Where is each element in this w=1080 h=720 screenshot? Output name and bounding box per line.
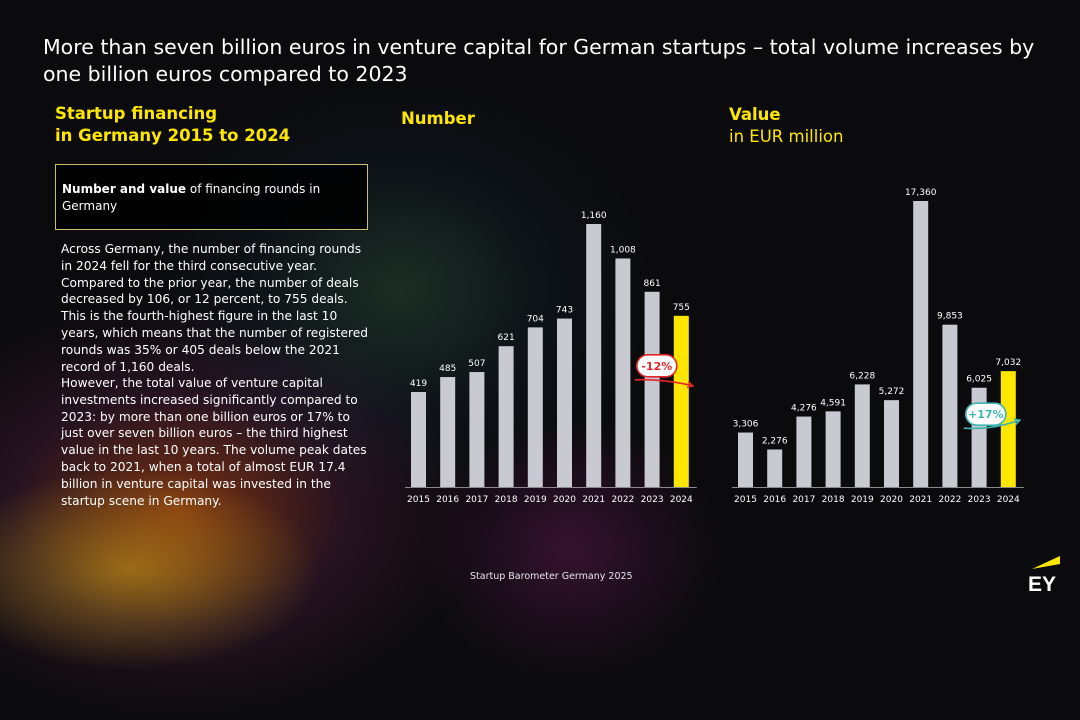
number-tick-2020: 2020: [553, 495, 576, 505]
value-value-label-2020: 5,272: [879, 387, 905, 397]
value-value-label-2022: 9,853: [937, 312, 963, 322]
number-change-arrowhead-icon: [686, 381, 695, 389]
value-value-label-2019: 6,228: [849, 371, 875, 381]
startup-heading-line2: in Germany 2015 to 2024: [55, 126, 291, 145]
value-tick-2020: 2020: [880, 495, 903, 505]
number-value-label-2022: 1,008: [610, 245, 636, 255]
startup-financing-heading: Startup financing in Germany 2015 to 202…: [55, 103, 290, 147]
number-bar-2022: [615, 258, 631, 487]
ey-logo-text: EY: [1028, 573, 1056, 593]
value-change-badge: [964, 402, 1007, 426]
number-value-label-2019: 704: [527, 314, 544, 324]
number-change-text: -12%: [641, 360, 672, 373]
value-tick-2024: 2024: [997, 495, 1020, 505]
number-chart-title: Number: [401, 109, 475, 128]
number-value-label-2023: 861: [644, 279, 661, 289]
value-value-label-2021: 17,360: [905, 188, 937, 198]
number-bar-2020: [557, 318, 572, 487]
value-value-label-2017: 4,276: [791, 404, 817, 414]
info-box-text: of financing rounds in Germany: [62, 182, 321, 213]
number-change-badge: [635, 354, 678, 378]
ey-logo-beam-icon: [1032, 556, 1060, 569]
value-bar-2015: [738, 432, 753, 487]
number-change-arrow: [634, 378, 693, 387]
value-bar-2022: [942, 324, 958, 487]
number-bar-2023: [644, 291, 660, 487]
value-tick-2019: 2019: [851, 495, 874, 505]
number-bar-2015: [411, 392, 426, 487]
value-chart-heading: Value in EUR million: [729, 104, 843, 148]
number-bar-2016: [440, 377, 456, 487]
value-bar-2017: [796, 416, 812, 487]
ey-logo: EY: [1028, 556, 1060, 593]
value-tick-2023: 2023: [968, 495, 991, 505]
number-value-label-2015: 419: [410, 379, 427, 389]
number-bar-2019: [527, 327, 543, 487]
value-tick-2016: 2016: [763, 495, 786, 505]
value-chart-subtitle: in EUR million: [729, 127, 844, 146]
number-bar-2018: [498, 346, 514, 487]
paragraph-value: However, the total value of venture capi…: [61, 376, 367, 508]
value-bar-2024: [1000, 371, 1016, 487]
startup-heading-line1: Startup financing: [55, 104, 218, 123]
number-tick-2015: 2015: [407, 495, 430, 505]
value-value-label-2018: 4,591: [820, 398, 846, 408]
number-bar-2024: [673, 315, 689, 487]
footer-source: Startup Barometer Germany 2025: [470, 571, 633, 582]
value-change-arrowhead-icon: [1013, 418, 1022, 426]
number-tick-2016: 2016: [436, 495, 459, 505]
value-tick-2021: 2021: [909, 495, 932, 505]
number-tick-2019: 2019: [524, 495, 547, 505]
number-tick-2021: 2021: [582, 495, 605, 505]
value-change-arrow: [963, 419, 1021, 430]
value-bar-2016: [767, 449, 783, 487]
info-box: Number and value of financing rounds in …: [55, 164, 368, 230]
number-value-label-2020: 743: [556, 306, 573, 316]
value-bar-2020: [884, 400, 899, 487]
number-bar-2017: [469, 372, 485, 487]
number-value-label-2021: 1,160: [581, 211, 607, 221]
value-value-label-2015: 3,306: [733, 420, 759, 430]
number-bar-2021: [586, 224, 602, 487]
number-value-label-2024: 755: [673, 303, 690, 313]
value-tick-2015: 2015: [734, 495, 757, 505]
info-box-bold: Number and value: [62, 182, 187, 196]
number-value-label-2016: 485: [439, 364, 456, 374]
number-tick-2022: 2022: [611, 495, 634, 505]
number-chart-heading: Number: [401, 108, 475, 130]
number-tick-2018: 2018: [495, 495, 518, 505]
paragraph-number: Across Germany, the number of financing …: [61, 242, 368, 374]
value-tick-2017: 2017: [792, 495, 815, 505]
number-value-label-2018: 621: [498, 333, 515, 343]
value-value-label-2023: 6,025: [966, 375, 992, 385]
value-value-label-2016: 2,276: [762, 437, 788, 447]
value-tick-2018: 2018: [822, 495, 845, 505]
value-bar-2019: [854, 384, 870, 487]
number-value-label-2017: 507: [468, 359, 485, 369]
number-tick-2024: 2024: [670, 495, 693, 505]
number-tick-2023: 2023: [641, 495, 664, 505]
value-tick-2022: 2022: [938, 495, 961, 505]
number-tick-2017: 2017: [465, 495, 488, 505]
value-value-label-2024: 7,032: [995, 358, 1021, 368]
value-bar-2018: [825, 411, 841, 487]
page-title: More than seven billion euros in venture…: [43, 35, 1035, 86]
value-chart-title: Value: [729, 105, 781, 124]
value-change-text: +17%: [968, 408, 1004, 421]
value-bar-2021: [913, 201, 929, 487]
bar-charts: 419 2015 485 2016 507 2017 621 2018 704 2019 743 20…: [405, 188, 1024, 505]
